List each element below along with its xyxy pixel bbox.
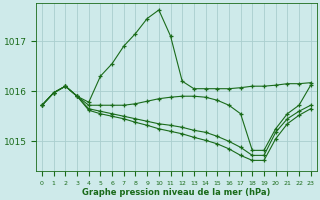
X-axis label: Graphe pression niveau de la mer (hPa): Graphe pression niveau de la mer (hPa) <box>82 188 270 197</box>
